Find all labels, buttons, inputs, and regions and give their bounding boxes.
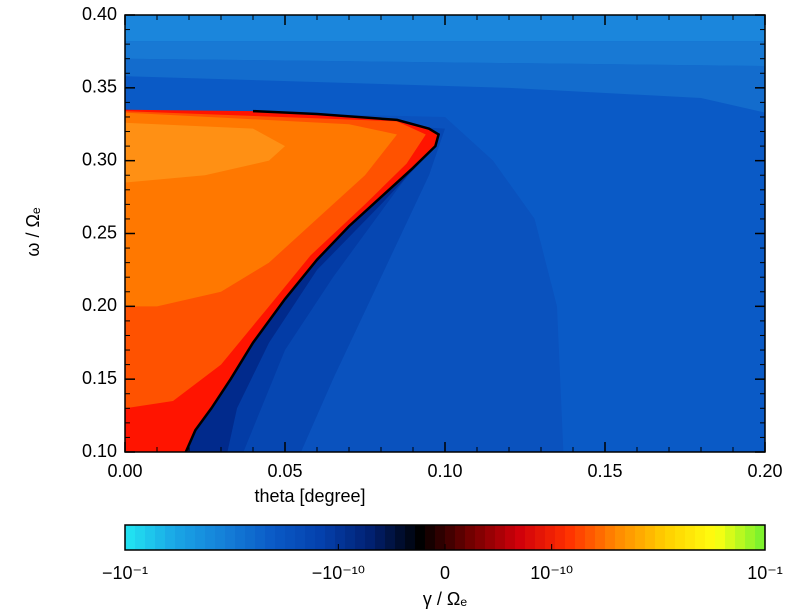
colorbar-step [285, 525, 296, 550]
colorbar-step [745, 525, 756, 550]
colorbar-step [475, 525, 486, 550]
colorbar-step [305, 525, 316, 550]
colorbar-step [185, 525, 196, 550]
colorbar-tick-label: 10⁻¹⁰ [530, 563, 573, 583]
colorbar-step [515, 525, 526, 550]
colorbar-tick-label: −10⁻¹ [102, 563, 148, 583]
colorbar-step [265, 525, 276, 550]
y-tick-label: 0.10 [82, 441, 117, 461]
colorbar-step [145, 525, 156, 550]
colorbar-step [665, 525, 676, 550]
colorbar-step [435, 525, 446, 550]
colorbar-step [405, 525, 416, 550]
y-tick-label: 0.15 [82, 368, 117, 388]
colorbar-step [315, 525, 326, 550]
colorbar-step [175, 525, 186, 550]
x-tick-label: 0.20 [747, 461, 782, 481]
y-axis-label: ω / Ωₑ [23, 207, 43, 257]
boundary-line [184, 109, 441, 453]
colorbar-step [425, 525, 436, 550]
colorbar-step [325, 525, 336, 550]
colorbar-step [505, 525, 516, 550]
colorbar-step [495, 525, 506, 550]
y-tick-label: 0.30 [82, 149, 117, 169]
colorbar-step [195, 525, 206, 550]
contour-region [125, 41, 765, 66]
colorbar-tick-label: 0 [440, 563, 450, 583]
colorbar-step [365, 525, 376, 550]
colorbar-step [715, 525, 726, 550]
colorbar-step [585, 525, 596, 550]
x-tick-label: 0.05 [267, 461, 302, 481]
colorbar-step [245, 525, 256, 550]
colorbar-step [295, 525, 306, 550]
colorbar-step [415, 525, 426, 550]
contour-region [125, 58, 765, 113]
colorbar-step [735, 525, 746, 550]
colorbar-step [275, 525, 286, 550]
y-tick-label: 0.20 [82, 295, 117, 315]
colorbar-step [565, 525, 576, 550]
colorbar-step [215, 525, 226, 550]
contour-region [125, 122, 285, 183]
colorbar-step [725, 525, 736, 550]
colorbar-step [335, 525, 346, 550]
colorbar-step [575, 525, 586, 550]
colorbar-label: γ / Ωₑ [423, 589, 467, 609]
colorbar-step [625, 525, 636, 550]
colorbar-step [675, 525, 686, 550]
y-tick-label: 0.40 [82, 4, 117, 24]
colorbar-step [555, 525, 566, 550]
colorbar-tick-label: 10⁻¹ [747, 563, 783, 583]
colorbar-step [385, 525, 396, 550]
colorbar-step [605, 525, 616, 550]
colorbar-step [535, 525, 546, 550]
colorbar-step [635, 525, 646, 550]
colorbar-step [255, 525, 266, 550]
colorbar-step [755, 525, 766, 550]
colorbar-step [545, 525, 556, 550]
x-tick-label: 0.15 [587, 461, 622, 481]
colorbar-step [375, 525, 386, 550]
colorbar-step [485, 525, 496, 550]
colorbar-step [445, 525, 456, 550]
colorbar-step [155, 525, 166, 550]
colorbar-step [595, 525, 606, 550]
colorbar-step [235, 525, 246, 550]
colorbar-step [165, 525, 176, 550]
colorbar-step [695, 525, 706, 550]
colorbar-step [645, 525, 656, 550]
colorbar-step [655, 525, 666, 550]
y-tick-label: 0.35 [82, 77, 117, 97]
y-tick-label: 0.25 [82, 222, 117, 242]
colorbar-step [455, 525, 466, 550]
colorbar-step [345, 525, 356, 550]
x-tick-label: 0.00 [107, 461, 142, 481]
colorbar-step [395, 525, 406, 550]
colorbar-tick-label: −10⁻¹⁰ [312, 563, 365, 583]
colorbar-step [225, 525, 236, 550]
colorbar-step [465, 525, 476, 550]
colorbar-step [615, 525, 626, 550]
colorbar-step [685, 525, 696, 550]
colorbar-step [205, 525, 216, 550]
colorbar-step [525, 525, 536, 550]
x-axis-label: theta [degree] [254, 486, 365, 506]
colorbar-step [135, 525, 146, 550]
x-tick-label: 0.10 [427, 461, 462, 481]
colorbar-step [705, 525, 716, 550]
colorbar-step [125, 525, 136, 550]
colorbar-step [355, 525, 366, 550]
